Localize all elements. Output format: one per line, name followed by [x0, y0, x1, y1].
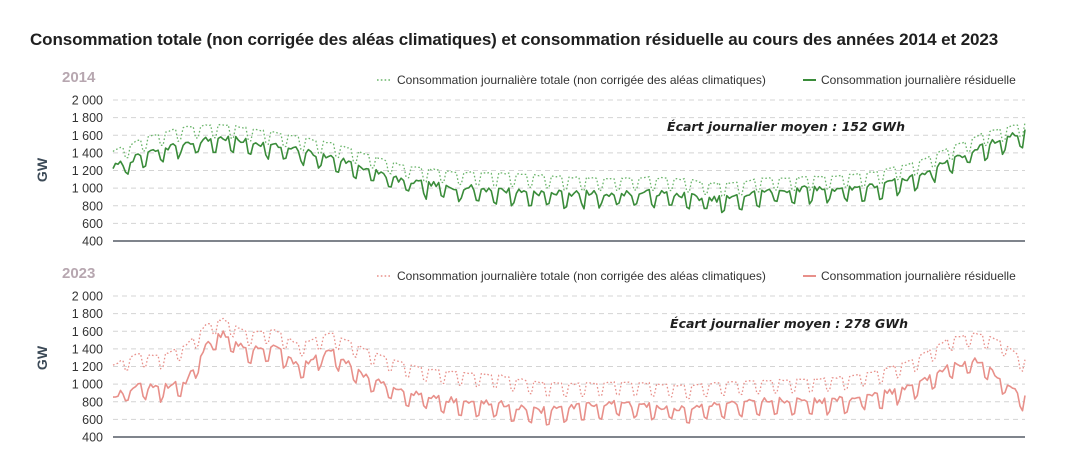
panel-2014-y-axis-label: GW — [34, 157, 50, 182]
panel-2014-y-tick-label: 1 400 — [72, 146, 103, 160]
panel-2023-annotation: Écart journalier moyen : 278 GWh — [670, 316, 908, 331]
panel-2014-y-tick-label: 1 600 — [72, 129, 103, 143]
chart-title: Consommation totale (non corrigée des al… — [30, 30, 999, 49]
panel-2023-legend-total-label: Consommation journalière totale (non cor… — [397, 269, 766, 283]
panel-2014-year-label: 2014 — [62, 69, 96, 86]
panel-2014-y-tick-label: 1 000 — [72, 182, 103, 196]
panel-2014-y-tick-label: 2 000 — [72, 94, 103, 108]
panel-2014-legend-residual-label: Consommation journalière résiduelle — [821, 73, 1016, 87]
panel-2023: 400 600 800 1 000 1 200 1 400 1 600 1 800 2 000 2… — [34, 265, 1026, 445]
panel-2014-total-series-line — [112, 122, 1026, 197]
panel-2014-y-tick-label: 400 — [82, 235, 103, 249]
panel-2023-y-tick-label: 2 000 — [72, 290, 103, 304]
panel-2023-y-tick-label: 600 — [82, 413, 103, 427]
panel-2014-legend-total-label: Consommation journalière totale (non cor… — [397, 73, 766, 87]
panel-2023-y-tick-label: 1 800 — [72, 307, 103, 321]
panel-2014-legend: Consommation journalière totale (non cor… — [377, 73, 1016, 87]
panel-2023-residual-series-line — [112, 330, 1026, 426]
panel-2023-y-tick-label: 1 400 — [72, 342, 103, 356]
panel-2023-y-axis-label: GW — [34, 345, 50, 370]
panel-2023-y-tick-label: 400 — [82, 431, 103, 445]
panel-2023-year-label: 2023 — [62, 265, 95, 282]
panel-2023-y-tick-label: 1 200 — [72, 360, 103, 374]
panel-2014-y-tick-label: 1 800 — [72, 111, 103, 125]
panel-2023-legend-residual-label: Consommation journalière résiduelle — [821, 269, 1016, 283]
panel-2014-y-tick-label: 1 200 — [72, 164, 103, 178]
panel-2023-y-tick-label: 1 600 — [72, 325, 103, 339]
panel-2023-y-tick-label: 1 000 — [72, 378, 103, 392]
panel-2014-y-tick-label: 800 — [82, 199, 103, 213]
panel-2023-legend: Consommation journalière totale (non cor… — [377, 269, 1016, 283]
panel-2014-annotation: Écart journalier moyen : 152 GWh — [667, 119, 905, 134]
panel-2014: 400 600 800 1 000 1 200 1 400 1 600 1 800 2 000 2… — [34, 69, 1026, 249]
panel-2014-residual-series-line — [112, 129, 1026, 214]
panel-2014-y-tick-label: 600 — [82, 217, 103, 231]
panel-2023-y-tick-label: 800 — [82, 395, 103, 409]
